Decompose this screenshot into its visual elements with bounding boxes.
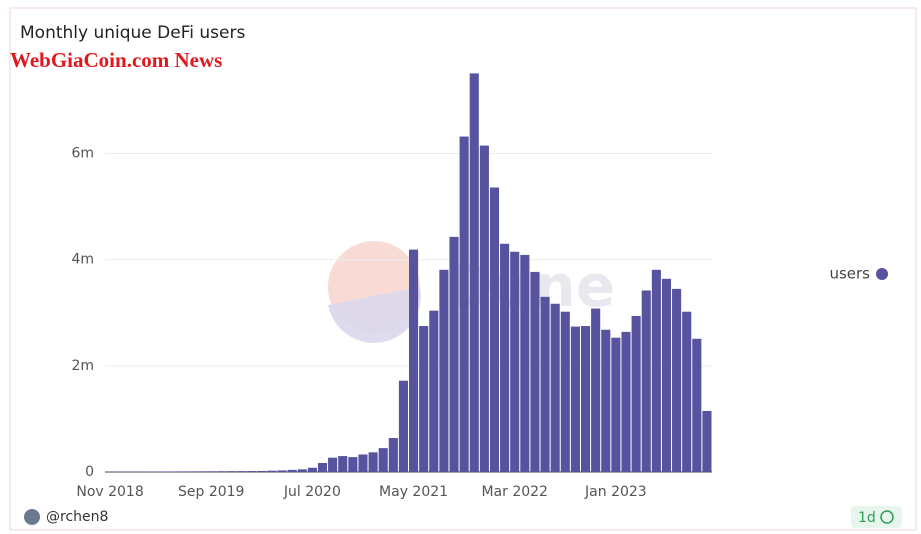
bar: [257, 470, 267, 472]
bar: [328, 457, 338, 472]
author: @rchen8: [46, 509, 108, 525]
bar: [672, 288, 682, 472]
bar: [631, 315, 641, 472]
bar: [510, 251, 520, 472]
x-tick-label: Mar 2022: [481, 484, 548, 500]
bar: [419, 326, 429, 472]
bar: [378, 448, 388, 472]
y-tick-label: 2m: [71, 358, 94, 374]
bar: [226, 471, 237, 472]
x-tick-label: Nov 2018: [76, 484, 143, 500]
bar: [702, 410, 712, 472]
bar: [166, 471, 176, 472]
bar: [287, 469, 297, 472]
bar: [247, 471, 257, 472]
chart-title: Monthly unique DeFi users: [20, 23, 245, 43]
refresh: 1d: [858, 510, 876, 526]
bar: [449, 236, 459, 472]
bar: [398, 380, 408, 472]
bar: [206, 471, 216, 472]
bar: [641, 290, 651, 472]
bar: [317, 462, 328, 472]
bar: [358, 454, 368, 472]
bar: [692, 338, 702, 472]
bar: [580, 326, 591, 472]
bar: [540, 296, 550, 472]
bar: [237, 471, 247, 472]
bar: [439, 269, 449, 472]
bar: [388, 438, 398, 472]
bar: [186, 471, 196, 472]
bar: [277, 470, 287, 472]
bar: [661, 278, 672, 472]
x-tick-label: Sep 2019: [178, 484, 244, 500]
bar: [550, 303, 560, 472]
bar: [489, 187, 500, 472]
bar: [611, 337, 621, 472]
bar: [368, 452, 378, 472]
bar: [621, 331, 631, 472]
bar: [459, 136, 469, 473]
bar: [570, 326, 580, 472]
bar: [338, 456, 348, 472]
y-tick-label: 4m: [71, 252, 94, 268]
bar: [196, 471, 206, 472]
y-tick-label: 6m: [71, 146, 94, 162]
legend-swatch: [876, 268, 888, 280]
logo: [328, 287, 421, 343]
bar: [469, 73, 479, 473]
x-tick-label: Jul 2020: [283, 484, 341, 500]
x-tick-label: Jan 2023: [584, 484, 647, 500]
bar: [500, 243, 510, 472]
bar: [560, 311, 570, 472]
bar: [520, 254, 530, 472]
bar: [530, 271, 540, 472]
bar: [348, 457, 358, 472]
x-tick-label: May 2021: [379, 484, 448, 500]
bar: [601, 329, 611, 472]
bar: [429, 310, 439, 472]
legend-label: users: [829, 265, 870, 283]
check-icon: [880, 510, 894, 524]
bar: [307, 467, 317, 472]
y-tick-label: 0: [85, 464, 94, 480]
bar: [479, 145, 489, 473]
bar: [682, 311, 692, 472]
bar: [176, 471, 186, 472]
avatar: [24, 509, 40, 525]
bar: [216, 471, 226, 472]
bar: [651, 269, 661, 472]
bar: [297, 469, 307, 472]
bar: [267, 470, 277, 472]
bar: [409, 249, 419, 472]
watermark: WebGiaCoin.com News: [10, 48, 222, 72]
bar: [591, 308, 601, 472]
